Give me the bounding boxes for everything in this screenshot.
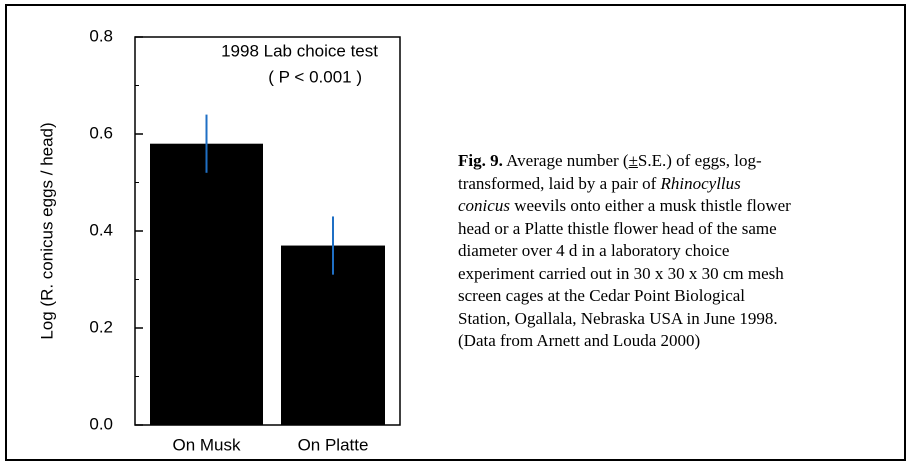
bar (150, 143, 263, 425)
x-tick-label: On Platte (298, 435, 369, 454)
frame (5, 4, 906, 461)
caption-text: weevils onto either a musk thistle flowe… (458, 196, 791, 350)
x-tick-label: On Musk (172, 435, 241, 454)
caption-species: Rhinocyllus conicus (458, 173, 741, 216)
annotation: 1998 Lab choice test (221, 41, 378, 60)
y-tick-label: 0.4 (89, 220, 113, 239)
caption-text: S.E.) of eggs, log-transformed, laid by … (458, 151, 762, 193)
y-tick-label: 0.6 (89, 123, 113, 142)
y-tick-label: 0.0 (89, 414, 113, 433)
caption: Fig. 9. Average number (±S.E.) of eggs, … (458, 150, 793, 353)
y-axis-label: Log (R. conicus eggs / head) (37, 122, 56, 339)
caption-text: ± (628, 151, 638, 170)
y-tick-label: 0.8 (89, 26, 113, 45)
caption-text: Average number ( (502, 151, 629, 170)
caption-label: Fig. 9. (458, 151, 503, 170)
y-tick-label: 0.2 (89, 317, 113, 336)
annotation: ( P < 0.001 ) (268, 67, 362, 86)
bar (281, 245, 385, 425)
